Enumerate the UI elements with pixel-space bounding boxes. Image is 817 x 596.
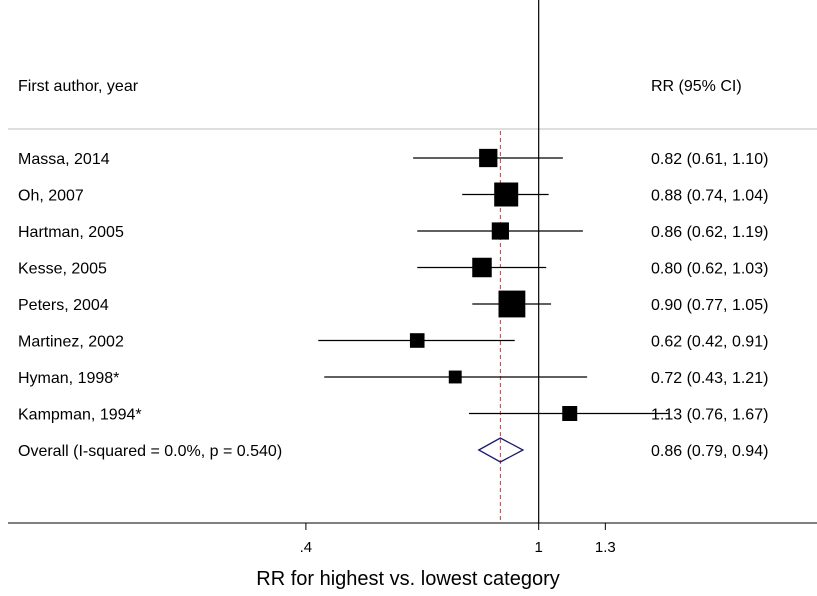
study-weight-square xyxy=(491,222,509,240)
study-ci-text: 0.90 (0.77, 1.05) xyxy=(651,297,768,314)
study-weight-square xyxy=(479,148,498,168)
plot-marks xyxy=(318,0,669,523)
effect-column-header: RR (95% CI) xyxy=(651,78,742,95)
study-label: Peters, 2004 xyxy=(18,297,109,314)
overall-ci-text: 0.86 (0.79, 0.94) xyxy=(651,443,768,460)
x-tick-label: .4 xyxy=(300,539,313,556)
study-label: Oh, 2007 xyxy=(18,188,84,205)
x-tick-label: 1 xyxy=(535,539,543,556)
study-ci-text: 0.62 (0.42, 0.91) xyxy=(651,334,768,351)
study-weight-square xyxy=(498,290,526,318)
study-column-header: First author, year xyxy=(18,78,139,95)
study-label: Hyman, 1998* xyxy=(18,370,119,387)
study-label: Hartman, 2005 xyxy=(18,224,124,241)
study-label: Kesse, 2005 xyxy=(18,261,107,278)
study-ci-text: 0.80 (0.62, 1.03) xyxy=(651,261,768,278)
study-ci-text: 0.72 (0.43, 1.21) xyxy=(651,370,768,387)
overall-label: Overall (I-squared = 0.0%, p = 0.540) xyxy=(18,443,282,460)
study-label: Kampman, 1994* xyxy=(18,407,142,424)
study-label: Massa, 2014 xyxy=(18,151,110,168)
study-ci-text: 0.82 (0.61, 1.10) xyxy=(651,151,768,168)
overall-diamond xyxy=(477,437,525,463)
x-tick-label: 1.3 xyxy=(595,539,616,556)
x-axis-ticks: .4 1 1.3 xyxy=(300,523,616,556)
study-ci-text: 1.13 (0.76, 1.67) xyxy=(651,407,768,424)
study-weight-square xyxy=(409,333,425,348)
study-rows: Massa, 2014 0.82 (0.61, 1.10) Oh, 2007 0.88… xyxy=(18,151,768,460)
study-weight-square xyxy=(448,370,462,384)
study-weight-square xyxy=(562,406,578,421)
study-ci-text: 0.88 (0.74, 1.04) xyxy=(651,188,768,205)
study-ci-text: 0.86 (0.62, 1.19) xyxy=(651,224,768,241)
study-weight-square xyxy=(494,182,519,207)
study-weight-square xyxy=(472,257,492,278)
study-label: Martinez, 2002 xyxy=(18,334,124,351)
x-axis-title: RR for highest vs. lowest category xyxy=(256,568,559,590)
